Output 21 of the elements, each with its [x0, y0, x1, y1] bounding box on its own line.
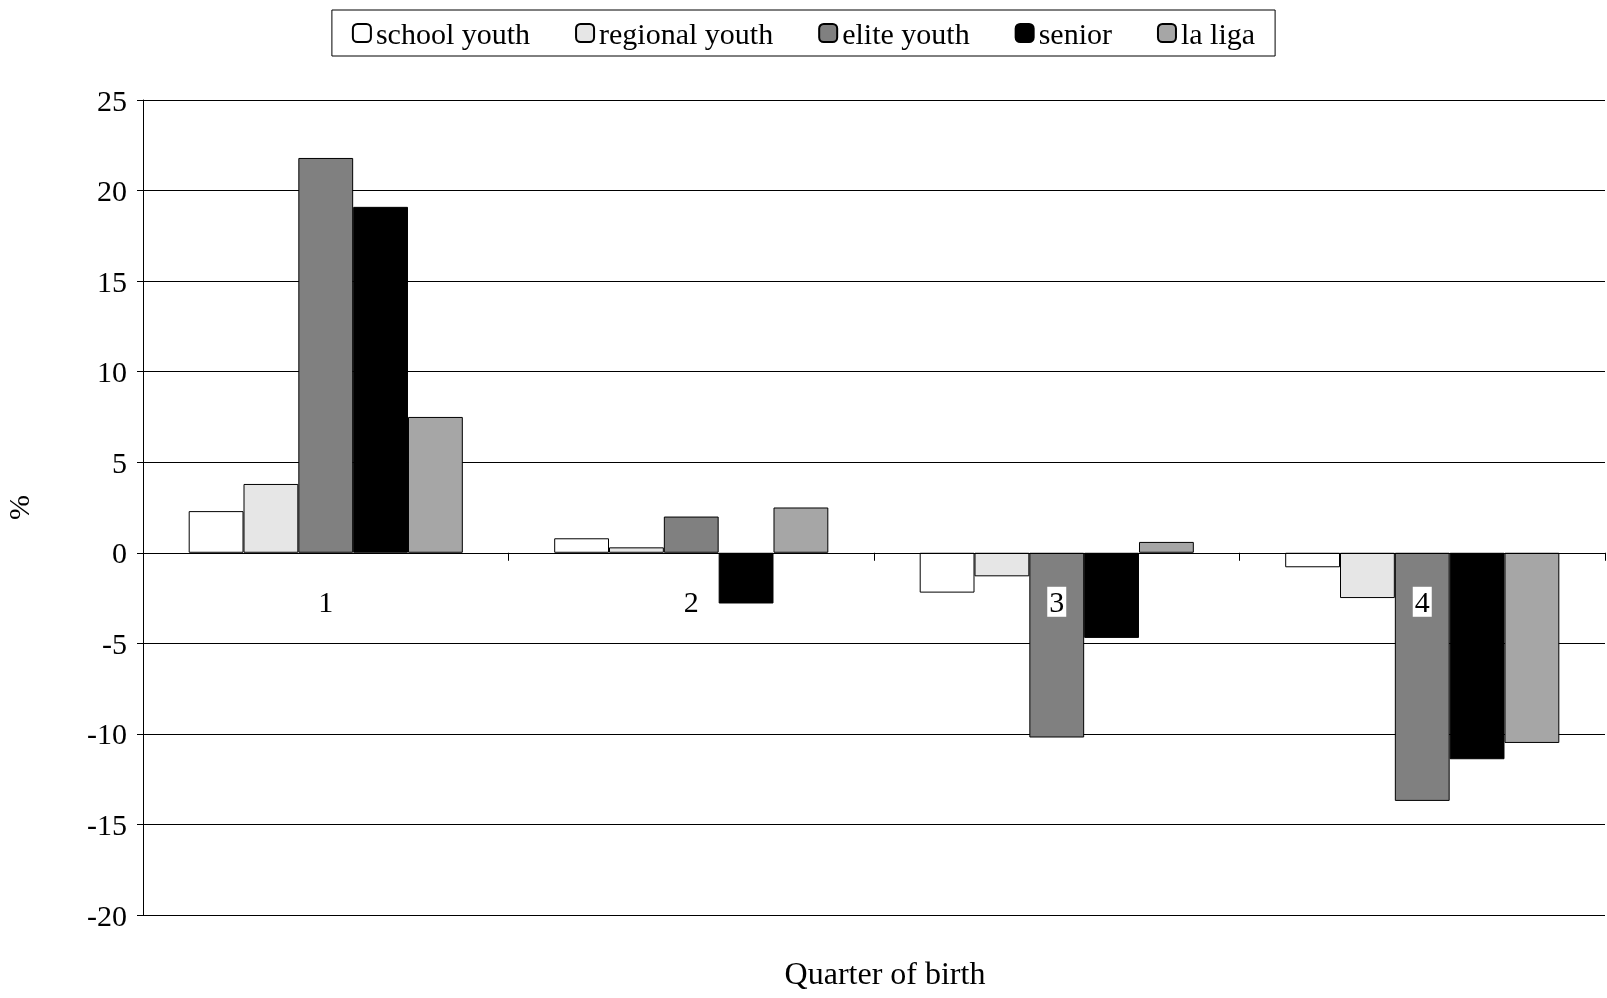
y-tick-label: -20: [87, 898, 127, 932]
y-tick-label: 5: [112, 445, 127, 479]
x-tick-label: 1: [318, 585, 334, 619]
legend-label: regional youth: [599, 16, 774, 50]
y-tick-label: -15: [87, 807, 127, 841]
y-tick-label: -5: [102, 626, 127, 660]
x-axis-title: Quarter of birth: [784, 955, 986, 991]
legend-label: elite youth: [842, 16, 970, 50]
y-tick-label: 20: [97, 174, 127, 208]
x-tick-label: 4: [1414, 585, 1430, 619]
legend-label: senior: [1038, 16, 1112, 50]
x-tick-label: 2: [683, 585, 699, 619]
y-tick-label: 15: [97, 264, 127, 298]
y-tick-label: 10: [97, 355, 127, 389]
y-tick-label: 0: [112, 536, 127, 570]
legend-label: school youth: [375, 16, 531, 50]
legend-label: la liga: [1180, 16, 1256, 50]
y-axis-title: %: [1, 495, 35, 520]
x-tick-label: 3: [1049, 585, 1065, 619]
y-tick-label: 25: [97, 83, 127, 117]
y-tick-label: -10: [87, 717, 127, 751]
